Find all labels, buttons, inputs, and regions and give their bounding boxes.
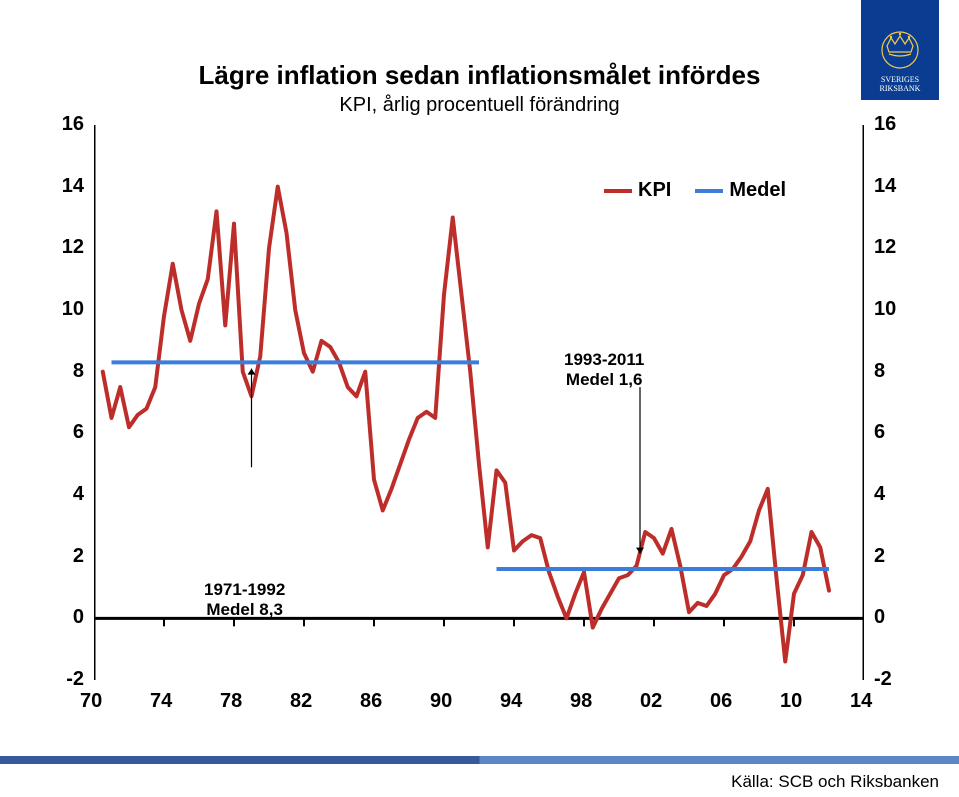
annotation-1971-1992: 1971-1992 Medel 8,3: [204, 580, 285, 621]
x-tick-label: 78: [220, 690, 242, 713]
y-tick-right: 16: [874, 113, 896, 136]
y-tick-left: 12: [62, 236, 84, 259]
chart-svg: [94, 125, 864, 720]
legend-label: KPI: [638, 179, 671, 202]
chart-subtitle: KPI, årlig procentuell förändring: [0, 94, 959, 117]
x-tick-label: 14: [850, 690, 872, 713]
legend-swatch: [695, 189, 723, 193]
y-tick-right: 2: [874, 545, 885, 568]
y-tick-right: 14: [874, 175, 896, 198]
chart-title: Lägre inflation sedan inflationsmålet in…: [0, 60, 959, 91]
footer-band: [0, 756, 959, 764]
x-tick-label: 10: [780, 690, 802, 713]
y-tick-left: 8: [73, 360, 84, 383]
x-tick-label: 98: [570, 690, 592, 713]
x-tick-label: 90: [430, 690, 452, 713]
legend: KPI Medel: [604, 179, 786, 202]
legend-item: Medel: [695, 179, 786, 202]
y-tick-left: 0: [73, 606, 84, 629]
x-tick-label: 94: [500, 690, 522, 713]
y-tick-left: 16: [62, 113, 84, 136]
chart-plot-area: [94, 125, 864, 720]
x-tick-label: 02: [640, 690, 662, 713]
y-tick-right: 4: [874, 483, 885, 506]
y-tick-left: 14: [62, 175, 84, 198]
y-tick-left: 2: [73, 545, 84, 568]
x-tick-label: 06: [710, 690, 732, 713]
legend-item: KPI: [604, 179, 671, 202]
legend-label: Medel: [729, 179, 786, 202]
y-tick-left: 10: [62, 298, 84, 321]
y-tick-right: 6: [874, 421, 885, 444]
x-tick-label: 86: [360, 690, 382, 713]
annotation-1993-2011: 1993-2011 Medel 1,6: [564, 350, 644, 391]
y-tick-left: 6: [73, 421, 84, 444]
source-text: Källa: SCB och Riksbanken: [731, 772, 939, 792]
y-tick-right: 0: [874, 606, 885, 629]
x-tick-label: 74: [150, 690, 172, 713]
y-tick-left: 4: [73, 483, 84, 506]
y-tick-right: 12: [874, 236, 896, 259]
legend-swatch: [604, 189, 632, 193]
y-tick-left: -2: [66, 668, 84, 691]
x-tick-label: 82: [290, 690, 312, 713]
y-tick-right: -2: [874, 668, 892, 691]
y-tick-right: 10: [874, 298, 896, 321]
y-tick-right: 8: [874, 360, 885, 383]
x-tick-label: 70: [80, 690, 102, 713]
